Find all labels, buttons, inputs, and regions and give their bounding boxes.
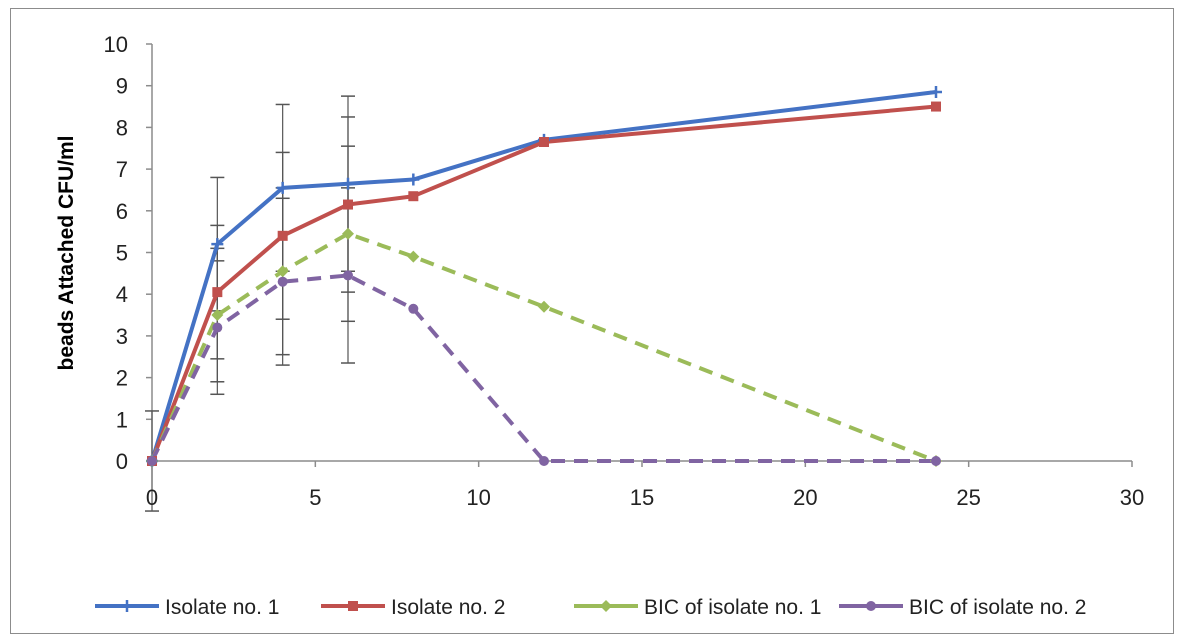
data-point bbox=[408, 303, 419, 314]
data-point bbox=[538, 300, 550, 313]
y-tick-label: 4 bbox=[116, 282, 128, 307]
legend-marker bbox=[866, 601, 876, 611]
legend-label: BIC of isolate no. 2 bbox=[909, 596, 1086, 619]
axes bbox=[146, 43, 1133, 467]
x-tick-label: 30 bbox=[1120, 485, 1144, 510]
legend-label: BIC of isolate no. 1 bbox=[644, 596, 821, 619]
x-tick-label: 15 bbox=[630, 485, 654, 510]
data-point bbox=[147, 456, 157, 466]
data-point bbox=[212, 287, 223, 298]
y-tick-label: 2 bbox=[116, 366, 128, 391]
legend-label: Isolate no. 1 bbox=[165, 596, 279, 619]
data-point bbox=[539, 136, 549, 147]
series-line-1 bbox=[150, 89, 937, 462]
data-point bbox=[343, 270, 353, 281]
series-lines bbox=[150, 89, 937, 463]
data-point bbox=[211, 309, 224, 322]
data-point bbox=[342, 227, 354, 240]
x-tick-label: 5 bbox=[309, 485, 321, 510]
data-point bbox=[276, 181, 289, 194]
data-point bbox=[343, 199, 353, 210]
y-tick-label: 0 bbox=[116, 449, 128, 474]
data-point bbox=[277, 230, 288, 241]
y-tick-label: 10 bbox=[104, 32, 128, 57]
tick-labels: 0 5 10 15 20 25 30 0 1 2 3 4 5 6 7 8 9 10 bbox=[104, 32, 1145, 510]
data-point bbox=[539, 456, 549, 466]
legend: Isolate no. 1 Isolate no. 2 BIC of isolate… bbox=[95, 596, 1086, 619]
y-axis-title: beads Attached CFU/ml bbox=[55, 136, 78, 371]
data-point bbox=[931, 101, 941, 112]
y-tick-label: 5 bbox=[116, 241, 128, 266]
data-point bbox=[212, 322, 223, 333]
data-point bbox=[277, 276, 288, 287]
x-tick-label: 10 bbox=[466, 485, 490, 510]
chart-frame: 0 5 10 15 20 25 30 0 1 2 3 4 5 6 7 8 9 10 beads Attached … bbox=[10, 8, 1174, 634]
y-tick-label: 7 bbox=[116, 157, 128, 182]
series-line-3 bbox=[150, 231, 937, 463]
data-point bbox=[407, 250, 420, 263]
legend-marker bbox=[600, 600, 612, 612]
series-markers bbox=[146, 85, 942, 467]
series-line-2 bbox=[150, 104, 937, 462]
line-chart: 0 5 10 15 20 25 30 0 1 2 3 4 5 6 7 8 9 10 beads Attached … bbox=[55, 32, 1145, 619]
data-point bbox=[211, 238, 224, 251]
y-tick-label: 9 bbox=[116, 74, 128, 99]
y-tick-label: 8 bbox=[116, 115, 128, 140]
y-tick-label: 1 bbox=[116, 407, 128, 432]
data-point bbox=[408, 191, 419, 202]
legend-label: Isolate no. 2 bbox=[391, 596, 505, 619]
data-point bbox=[342, 177, 354, 190]
legend-marker bbox=[348, 601, 358, 611]
legend-marker bbox=[121, 600, 133, 612]
y-tick-label: 3 bbox=[116, 324, 128, 349]
x-tick-label: 20 bbox=[793, 485, 817, 510]
x-tick-label: 25 bbox=[956, 485, 980, 510]
data-point bbox=[931, 456, 941, 466]
y-tick-label: 6 bbox=[116, 199, 128, 224]
x-tick-label: 0 bbox=[146, 485, 158, 510]
data-point bbox=[930, 85, 942, 98]
data-point bbox=[407, 173, 420, 186]
data-point bbox=[276, 265, 289, 278]
